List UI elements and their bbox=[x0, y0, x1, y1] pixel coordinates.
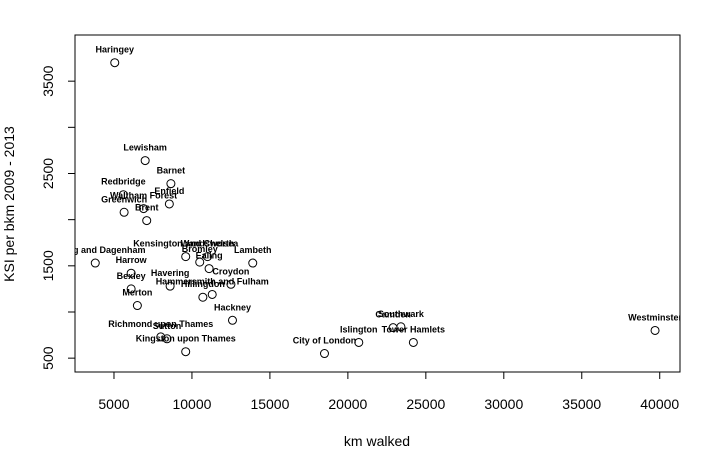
data-point bbox=[650, 325, 660, 335]
y-tick-label: 3500 bbox=[40, 65, 56, 96]
point-label: Waltham Forest bbox=[110, 191, 177, 201]
data-point bbox=[248, 258, 258, 268]
point-label: Sutton bbox=[153, 321, 182, 331]
point-label: City of London bbox=[293, 336, 356, 346]
x-tick-label: 30000 bbox=[484, 396, 523, 412]
point-label: Redbridge bbox=[101, 177, 146, 187]
x-tick-label: 15000 bbox=[250, 396, 289, 412]
data-point bbox=[165, 281, 175, 291]
data-point bbox=[408, 337, 418, 347]
point-label: Wandsworth bbox=[181, 239, 235, 249]
point-label: Kensington and Chelsea bbox=[133, 239, 239, 249]
point-label: Ealing bbox=[196, 251, 223, 261]
point-label: Barnet bbox=[157, 166, 186, 176]
point-labels: HaringeyLewishamBarnetRedbridgeEnfieldWa… bbox=[45, 45, 682, 346]
data-point bbox=[140, 156, 150, 166]
data-point bbox=[181, 347, 191, 357]
data-point bbox=[126, 284, 136, 294]
data-point bbox=[207, 289, 217, 299]
point-label: Barking and Dagenham bbox=[45, 245, 146, 255]
y-tick-label: 500 bbox=[40, 346, 56, 370]
y-axis-label: KSI per bkm 2009 - 2013 bbox=[1, 126, 17, 282]
data-points bbox=[90, 58, 660, 359]
data-point bbox=[110, 58, 120, 68]
point-label: Richmond upon Thames bbox=[108, 319, 213, 329]
data-point bbox=[195, 257, 205, 267]
point-label: Greenwich bbox=[101, 194, 147, 204]
point-label: Hackney bbox=[214, 302, 251, 312]
point-label: Hammersmith and Fulham bbox=[156, 276, 269, 286]
data-point bbox=[204, 264, 214, 274]
x-tick-label: 20000 bbox=[328, 396, 367, 412]
point-label: Enfield bbox=[154, 186, 184, 196]
data-point bbox=[162, 334, 172, 344]
data-point bbox=[388, 323, 398, 333]
point-label: Lambeth bbox=[234, 245, 272, 255]
point-label: Brent bbox=[135, 203, 159, 213]
data-point bbox=[354, 337, 364, 347]
y-axis: 500 1500 2500 3500 bbox=[40, 65, 76, 370]
data-point bbox=[181, 252, 191, 262]
point-label: Tower Hamlets bbox=[382, 324, 445, 334]
point-label: Southwark bbox=[378, 309, 425, 319]
point-label: Havering bbox=[151, 268, 190, 278]
point-label: Bromley bbox=[182, 244, 218, 254]
point-label: Camden bbox=[375, 310, 411, 320]
point-label: Islington bbox=[340, 324, 378, 334]
data-point bbox=[164, 199, 174, 209]
x-tick-label: 10000 bbox=[172, 396, 211, 412]
x-tick-label: 25000 bbox=[406, 396, 445, 412]
data-point bbox=[227, 315, 237, 325]
x-axis: 5000 10000 15000 20000 25000 30000 35000 40000 bbox=[98, 371, 679, 412]
data-point bbox=[142, 216, 152, 226]
point-label: Lewisham bbox=[123, 143, 167, 153]
point-label: Harrow bbox=[116, 255, 148, 265]
data-point bbox=[166, 179, 176, 189]
point-label: Merton bbox=[122, 288, 152, 298]
point-label: Haringey bbox=[96, 45, 135, 55]
y-tick-label: 1500 bbox=[40, 250, 56, 281]
data-point bbox=[90, 258, 100, 268]
data-point bbox=[119, 207, 129, 217]
data-point bbox=[126, 268, 136, 278]
point-label: Kingston upon Thames bbox=[136, 334, 236, 344]
x-tick-label: 40000 bbox=[640, 396, 679, 412]
data-point bbox=[156, 332, 166, 342]
point-label: Croydon bbox=[212, 266, 249, 276]
point-label: Hillingdon bbox=[181, 279, 225, 289]
data-point bbox=[226, 279, 236, 289]
x-tick-label: 5000 bbox=[98, 396, 129, 412]
x-axis-label: km walked bbox=[344, 433, 410, 449]
y-tick-label: 2500 bbox=[40, 158, 56, 189]
data-point bbox=[132, 301, 142, 311]
data-point bbox=[203, 252, 213, 262]
data-point bbox=[118, 190, 128, 200]
data-point bbox=[319, 349, 329, 359]
point-label: Bexley bbox=[117, 271, 146, 281]
x-tick-label: 35000 bbox=[562, 396, 601, 412]
data-point bbox=[139, 204, 149, 214]
point-label: Westminster bbox=[628, 312, 682, 322]
data-point bbox=[198, 292, 208, 302]
